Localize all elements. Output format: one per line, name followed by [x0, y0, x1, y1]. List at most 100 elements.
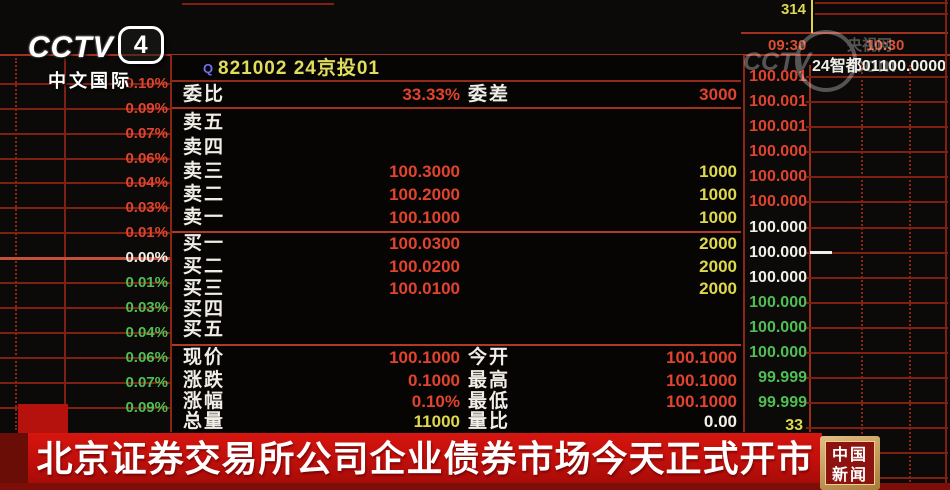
- grid-line: [815, 2, 948, 4]
- change-pct-label: 涨幅: [183, 391, 226, 412]
- grid-line: [806, 126, 948, 128]
- weicha-value: 3000: [699, 85, 737, 104]
- grid-line: [0, 158, 170, 160]
- cctv-logo-text: CCTV: [28, 31, 114, 64]
- grid-line: [0, 382, 170, 384]
- ask3-label[interactable]: 卖三: [183, 161, 226, 182]
- time-label-1030: 10:30: [866, 37, 905, 54]
- bid-ask-divider: [172, 231, 741, 233]
- axis-label: 100.000: [749, 344, 807, 361]
- separator: [172, 344, 741, 346]
- watermark-cn: 央视网: [847, 37, 893, 54]
- top-axis-value: 314: [780, 1, 806, 18]
- bid5-label[interactable]: 买五: [183, 319, 226, 340]
- weibi-value: 33.33%: [402, 85, 460, 104]
- security-name: 24京投01: [293, 58, 380, 79]
- watermark-dotcom: com: [853, 54, 897, 77]
- ask3-qty: 1000: [699, 162, 737, 181]
- grid-line: [0, 232, 170, 234]
- chart-right-border: [945, 0, 947, 483]
- bid4-label[interactable]: 买四: [183, 299, 226, 320]
- bid2-price[interactable]: 100.0200: [389, 257, 460, 276]
- grid-line: [806, 227, 948, 229]
- bid3-qty: 2000: [699, 279, 737, 298]
- grid-line: [806, 76, 948, 78]
- watermark-letters: CCTV: [743, 48, 812, 76]
- axis-label: 0.03%: [125, 299, 168, 316]
- badge-line1: 中国: [831, 447, 868, 464]
- separator: [172, 80, 741, 82]
- change-label: 涨跌: [183, 370, 226, 391]
- grid-line: [806, 252, 948, 254]
- chart-left-border: [809, 65, 811, 432]
- volume-ratio-value: 0.00: [703, 412, 737, 431]
- price-line: [810, 251, 832, 254]
- grid-line: [0, 307, 170, 309]
- grid-line: [0, 282, 170, 284]
- ask1-label[interactable]: 卖一: [183, 207, 226, 228]
- axis-label: 0.10%: [125, 75, 168, 92]
- grid-line: [0, 357, 170, 359]
- axis-label: 100.000: [749, 244, 807, 261]
- last-price-label: 现价: [183, 347, 226, 368]
- quote-search-icon[interactable]: Q: [203, 61, 214, 76]
- bid3-label[interactable]: 买三: [183, 278, 226, 299]
- ask5-label[interactable]: 卖五: [183, 112, 226, 133]
- grid-zero-line: [0, 257, 170, 260]
- grid-line: [0, 332, 170, 334]
- axis-label-partial: 33: [785, 417, 803, 434]
- quote-panel: [170, 55, 745, 432]
- change-pct-value: 0.10%: [411, 392, 460, 411]
- ask3-price[interactable]: 100.3000: [389, 162, 460, 181]
- news-ticker-banner: 北京证券交易所公司企业债券市场今天正式开市: [28, 433, 822, 483]
- ask1-price[interactable]: 100.1000: [389, 208, 460, 227]
- grid-line: [806, 176, 948, 178]
- bid1-label[interactable]: 买一: [183, 233, 226, 254]
- low-label: 最低: [468, 391, 511, 412]
- axis-label: 0.00%: [125, 249, 168, 266]
- banner-left-edge: [0, 433, 28, 490]
- bid1-price[interactable]: 100.0300: [389, 234, 460, 253]
- axis-label: 0.06%: [125, 150, 168, 167]
- axis-label: 0.07%: [125, 125, 168, 142]
- grid-line: [815, 13, 948, 15]
- axis-label: 0.01%: [125, 224, 168, 241]
- axis-label: 100.000: [749, 294, 807, 311]
- bid1-qty: 2000: [699, 234, 737, 253]
- cctv4-logo: CCTV 4 中文国际: [28, 26, 164, 93]
- axis-label: 100.000: [749, 219, 807, 236]
- high-value: 100.1000: [666, 371, 737, 390]
- ask2-price[interactable]: 100.2000: [389, 185, 460, 204]
- volume-value: 11000: [413, 412, 460, 431]
- ask2-label[interactable]: 卖二: [183, 184, 226, 205]
- axis-label: 0.01%: [125, 274, 168, 291]
- grid-line: [0, 182, 170, 184]
- security-header[interactable]: 821002 24京投01: [218, 57, 380, 79]
- grid-vline-dotted: [15, 58, 17, 430]
- axis-label: 100.000: [749, 193, 807, 210]
- axis-label: 0.04%: [125, 174, 168, 191]
- china-news-badge-text: 中国 新闻: [825, 441, 875, 485]
- bid3-price[interactable]: 100.0100: [389, 279, 460, 298]
- red-block: [18, 404, 68, 434]
- axis-label: 0.04%: [125, 324, 168, 341]
- volume-label: 总量: [183, 411, 226, 432]
- grid-line: [182, 3, 334, 5]
- separator: [172, 107, 741, 109]
- grid-line: [0, 83, 170, 85]
- grid-line: [741, 32, 948, 34]
- axis-label: 99.999: [758, 369, 807, 386]
- axis-label: 0.07%: [125, 374, 168, 391]
- axis-label: 100.000: [749, 168, 807, 185]
- weicha-label: 委差: [468, 84, 511, 105]
- ask4-label[interactable]: 卖四: [183, 137, 226, 158]
- badge-line2: 新闻: [831, 467, 868, 484]
- weibi-label: 委比: [183, 84, 226, 105]
- grid-line: [0, 407, 170, 409]
- ask2-qty: 1000: [699, 185, 737, 204]
- grid-line: [806, 151, 948, 153]
- bid2-label[interactable]: 买二: [183, 256, 226, 277]
- open-label: 今开: [468, 347, 511, 368]
- grid-line: [806, 302, 948, 304]
